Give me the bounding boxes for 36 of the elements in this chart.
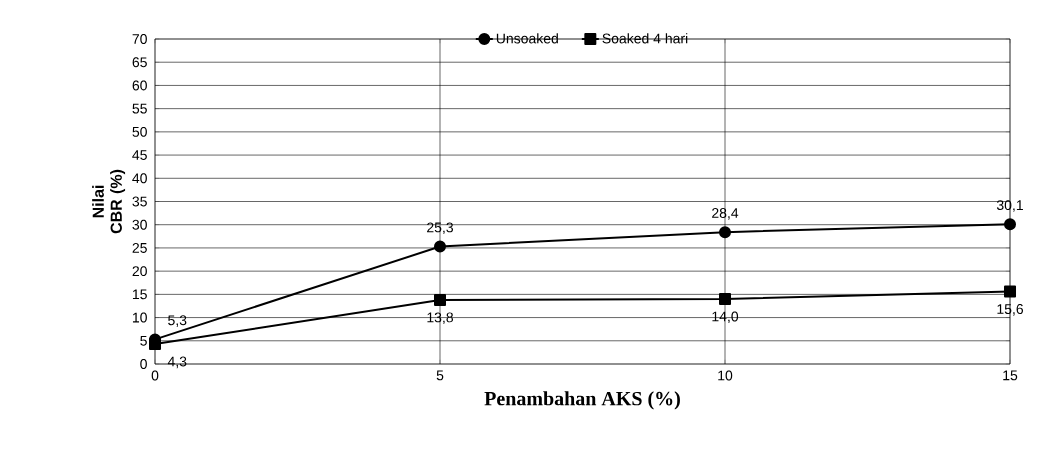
point xyxy=(434,293,446,306)
data-label: 25,3 xyxy=(427,222,454,235)
x-axis-title: Penambahan AKS (%) xyxy=(484,391,680,410)
data-label: 30,1 xyxy=(996,200,1023,212)
data-label: 28,4 xyxy=(712,208,739,220)
x-tick-label: 10 xyxy=(718,370,733,381)
x-tick-label: 5 xyxy=(436,370,444,381)
point xyxy=(434,240,446,253)
point xyxy=(719,293,732,305)
y-tick-label: 70 xyxy=(132,34,147,44)
y-tick-label: 25 xyxy=(132,242,147,253)
point xyxy=(1004,285,1017,298)
legend-label: Soaked 4 hari xyxy=(602,33,688,44)
y-tick-label: 45 xyxy=(132,150,147,160)
data-label: 15,6 xyxy=(997,304,1024,316)
y-axis-title: Nilai CBR (%) xyxy=(92,169,126,234)
x-tick-label: 15 xyxy=(1003,370,1018,381)
y-tick-label: 60 xyxy=(132,80,147,91)
y-tick-label: 30 xyxy=(132,219,147,230)
y-tick-label: 5 xyxy=(140,335,147,346)
y-tick-label: 40 xyxy=(132,173,147,184)
data-label: 5,3 xyxy=(168,315,187,327)
y-tick-label: 10 xyxy=(132,312,147,323)
y-tick-label: 55 xyxy=(132,103,147,114)
data-label: 4,3 xyxy=(167,356,187,369)
y-tick-label: 20 xyxy=(132,266,147,277)
point xyxy=(1004,218,1017,231)
x-tick-label: 0 xyxy=(151,370,159,381)
point xyxy=(719,226,732,239)
y-tick-label: 0 xyxy=(140,359,147,369)
y-tick-label: 50 xyxy=(132,126,147,137)
legend-label: Unsoaked xyxy=(496,33,558,44)
point xyxy=(149,338,161,351)
y-tick-label: 65 xyxy=(132,57,147,68)
y-tick-label: 15 xyxy=(132,289,147,300)
y-tick-label: 35 xyxy=(132,196,147,207)
